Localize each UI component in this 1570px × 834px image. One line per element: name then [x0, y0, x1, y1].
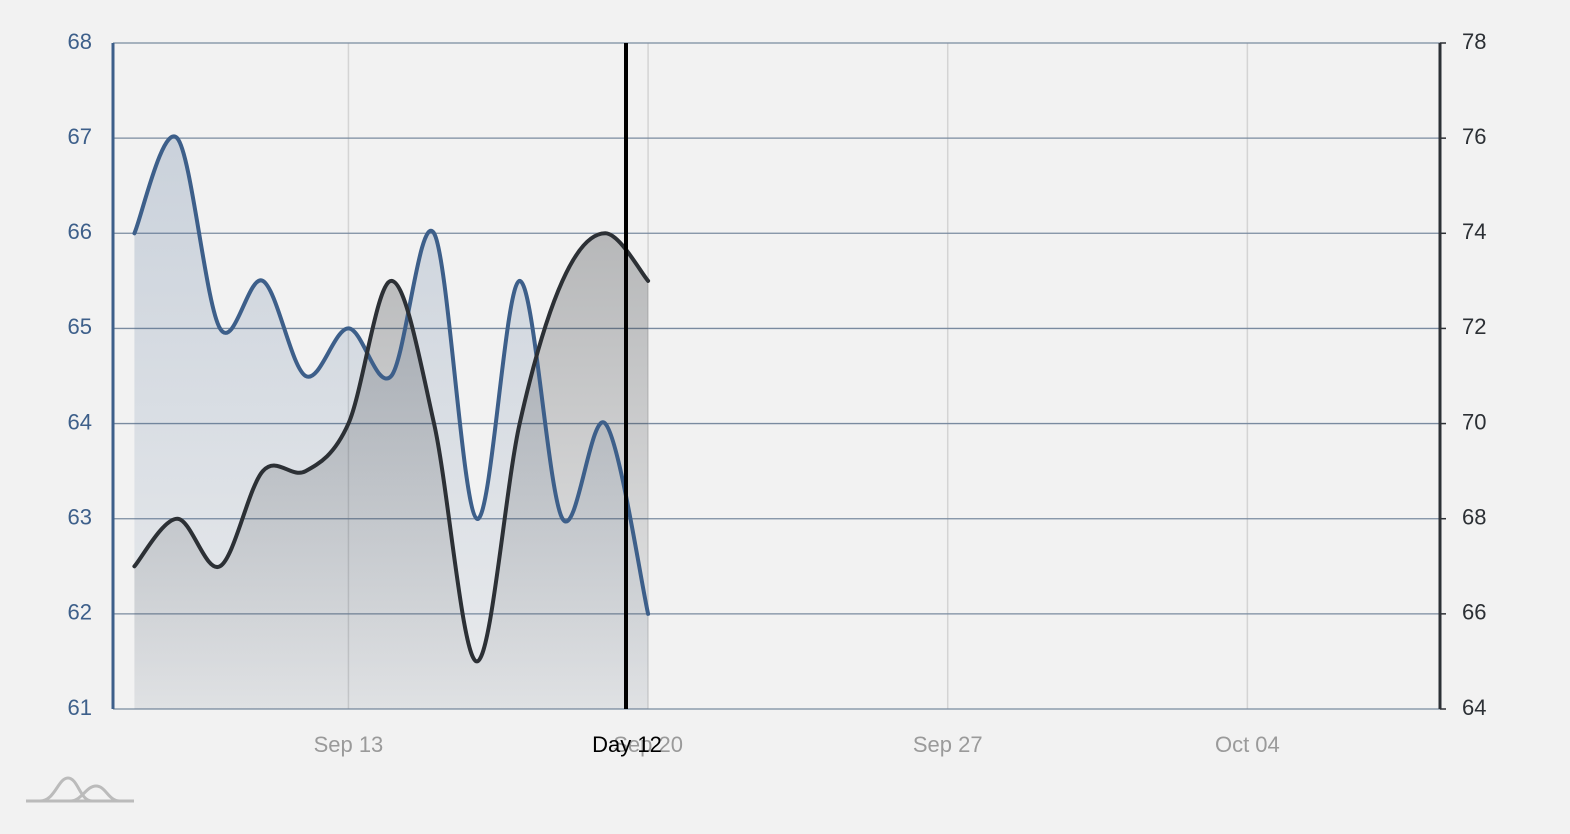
series-line	[132, 231, 651, 664]
y-tick-label: 67	[68, 124, 92, 149]
y2-tick-label: 76	[1462, 124, 1486, 149]
x-tick-label: Sep 13	[314, 732, 384, 757]
y-tick-label: 66	[68, 219, 92, 244]
y-tick-label: 64	[68, 409, 92, 434]
logo-wave	[39, 776, 93, 803]
y-tick-label: 65	[68, 314, 92, 339]
series-line	[132, 134, 651, 616]
y2-tick-label: 74	[1462, 219, 1486, 244]
plot	[132, 134, 651, 710]
axes: Sep 13 Sep 20 Sep 27 Oct 04 61 62 63 64 65 66 67 68…	[68, 29, 1487, 757]
cursor: Day 12	[592, 43, 662, 757]
y2-tick-label: 64	[1462, 695, 1486, 720]
y-tick-label: 68	[68, 29, 92, 54]
y-tick-label: 63	[68, 505, 92, 530]
y2-tick-label: 72	[1462, 314, 1486, 339]
y2-tick-label: 78	[1462, 29, 1486, 54]
x-tick-label: Sep 20	[613, 732, 683, 757]
series-area	[134, 233, 649, 710]
y2-tick-label: 70	[1462, 409, 1486, 434]
y2-tick-label: 66	[1462, 600, 1486, 625]
y-tick-label: 62	[68, 600, 92, 625]
x-tick-label: Oct 04	[1215, 732, 1280, 757]
logo	[26, 776, 134, 803]
logo-wave	[69, 784, 121, 803]
x-tick-label: Sep 27	[913, 732, 983, 757]
y2-tick-label: 68	[1462, 505, 1486, 530]
cursor-label: Day 12	[592, 732, 662, 757]
y-tick-label: 61	[68, 695, 92, 720]
